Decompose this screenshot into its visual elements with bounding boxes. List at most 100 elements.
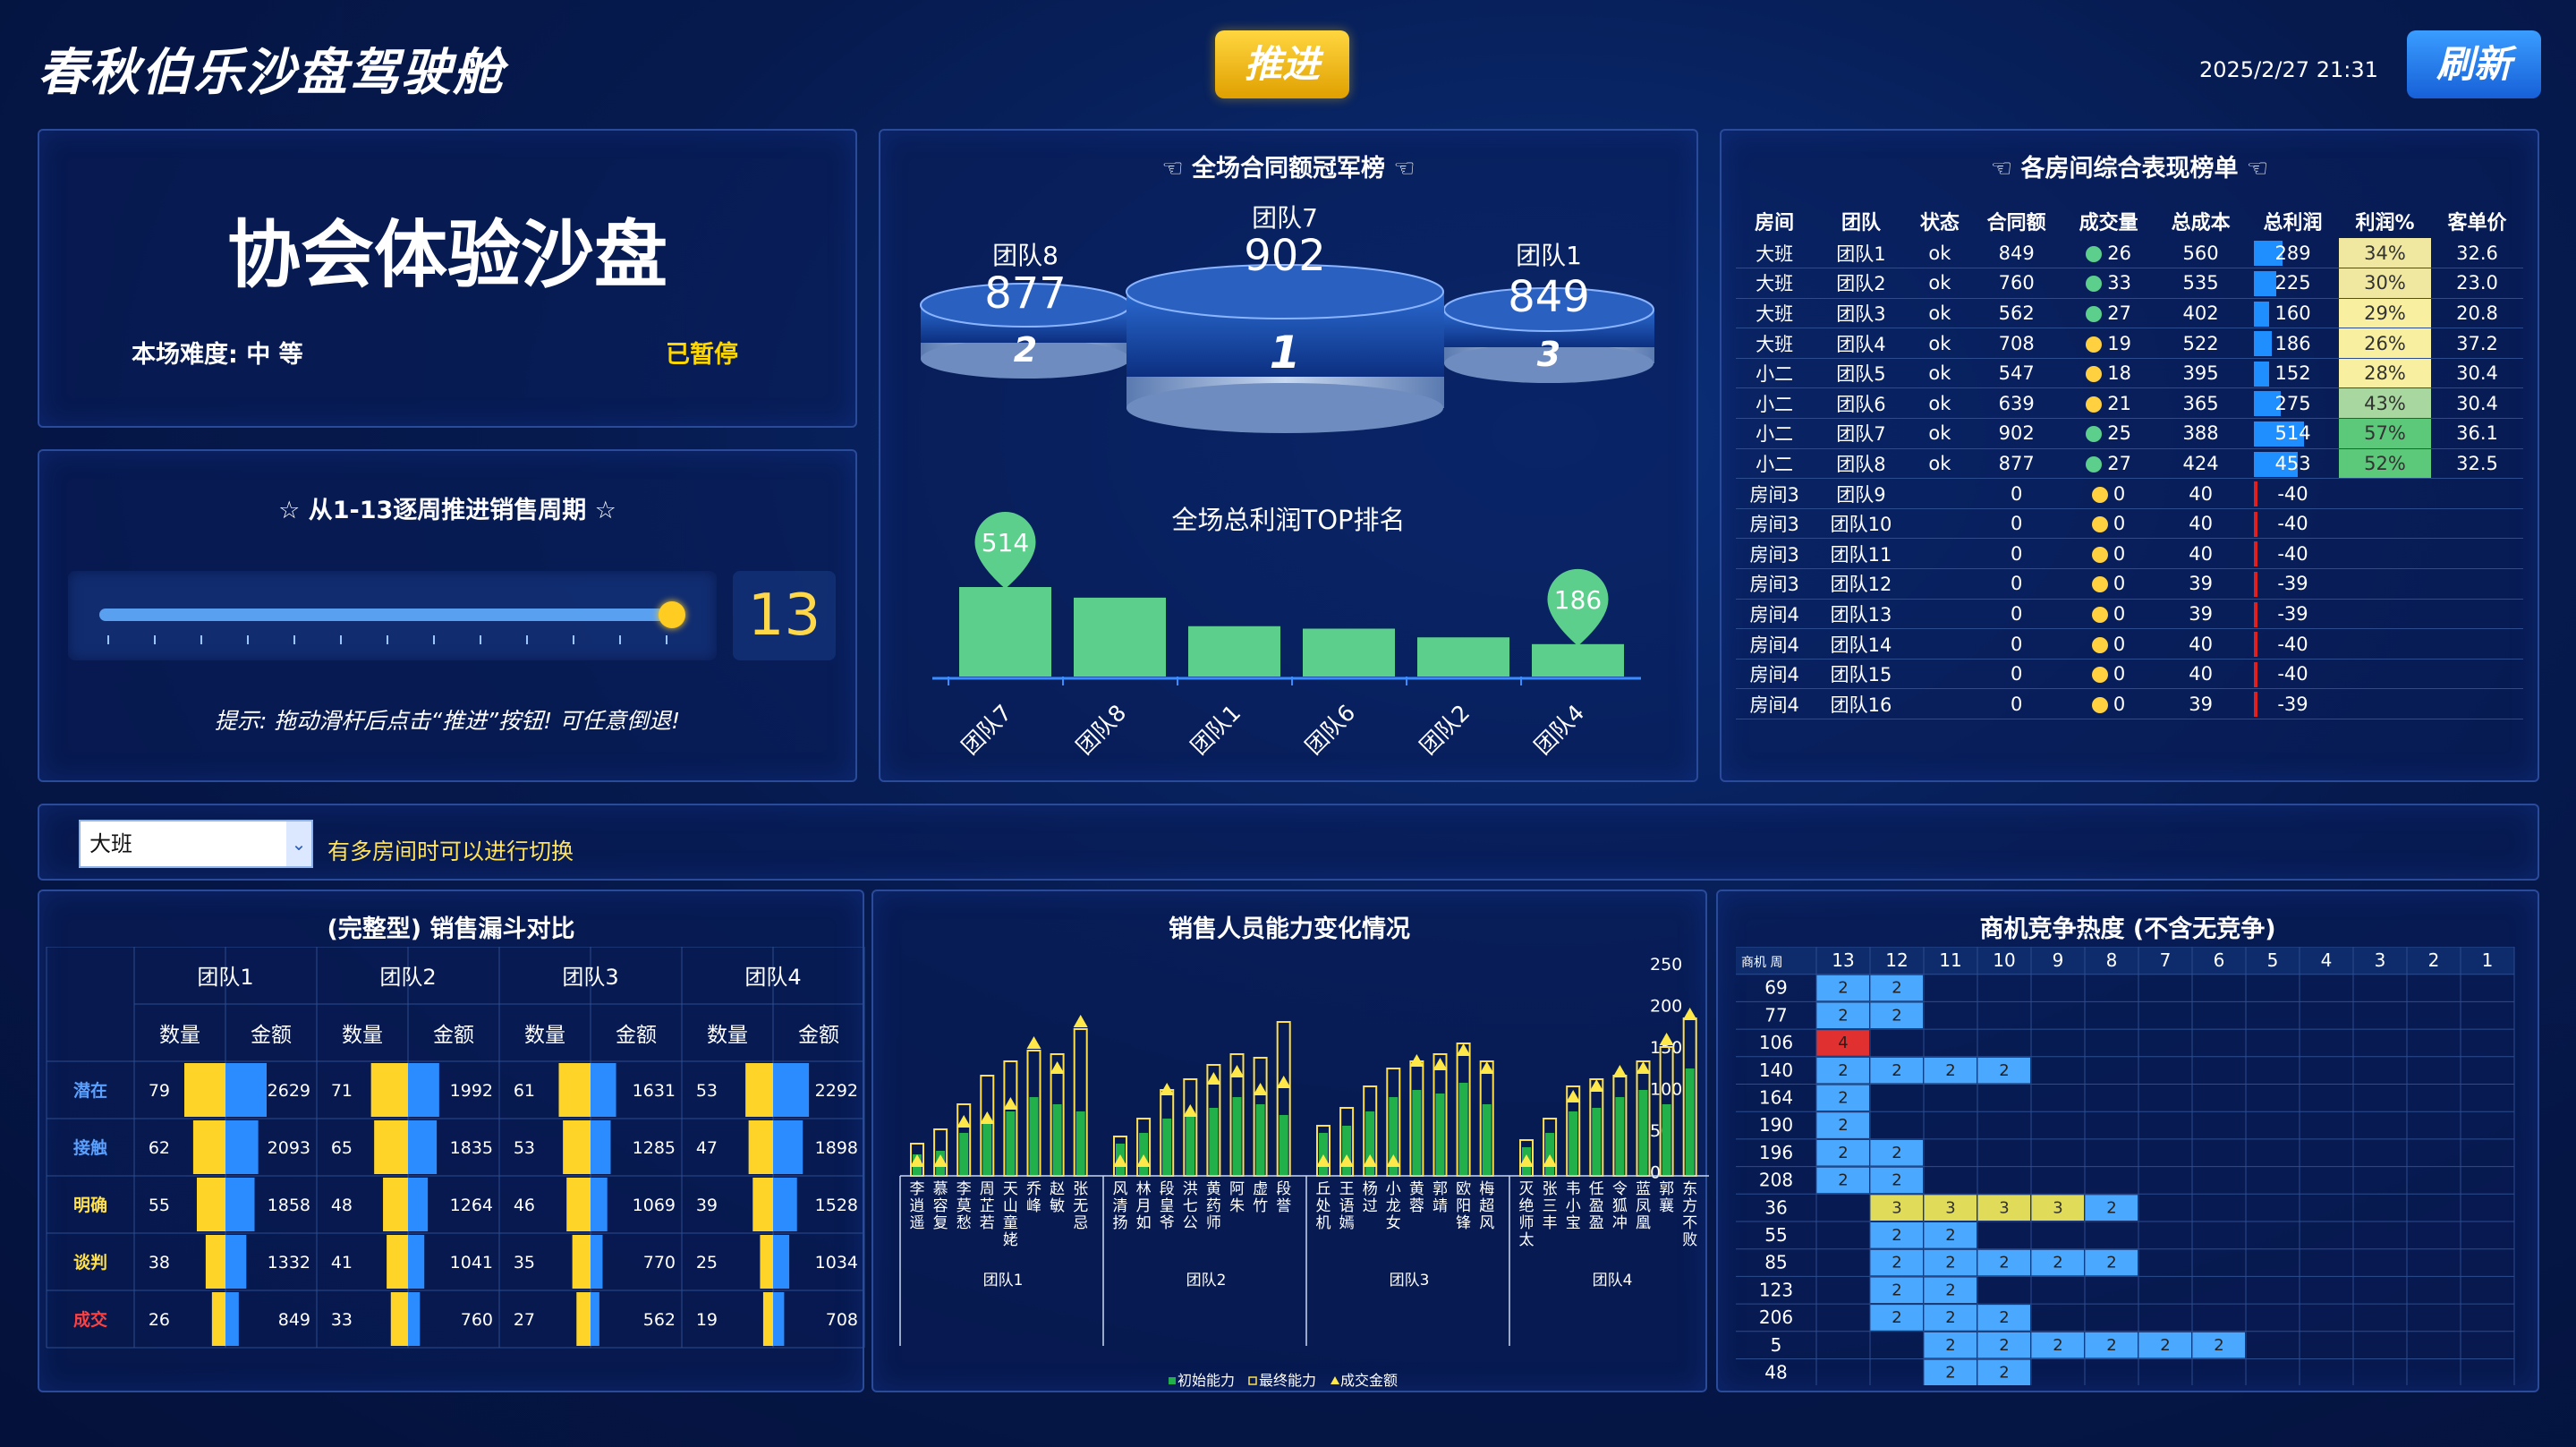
funnel-amount-value: 2629 [268,1081,310,1101]
funnel-amount-bar [773,1235,790,1289]
ability-init-bar [1458,1083,1468,1176]
table-row: 房间4 团队14 0 0 40 -40 [1736,628,2523,660]
ability-ytick: 100 [1650,1080,1682,1100]
rank-cell [2431,538,2523,570]
ability-person-char: 林 [1136,1180,1152,1198]
rank-cell: 团队1 [1813,238,1909,269]
ability-init-bar [1615,1097,1625,1176]
profit-chart-title: 全场总利润TOP排名 [1171,505,1406,535]
funnel-amount-value: 1069 [633,1196,676,1215]
rank-cell: 225 [2247,268,2339,299]
funnel-count-value: 27 [514,1310,535,1330]
rank-cell: ok [1909,268,1971,299]
ability-init-bar [1209,1108,1219,1176]
heat-cell-value: 2 [2160,1336,2170,1355]
funnel-stage-label: 成交 [73,1309,107,1330]
slider-track[interactable] [99,609,672,621]
funnel-count-value: 33 [331,1310,353,1330]
heat-row-id: 190 [1759,1114,1793,1136]
table-row: 房间4 团队16 0 0 39 -39 [1736,688,2523,719]
podium-second: 2 [920,283,1131,379]
rank-cell: 0 [1970,568,2063,600]
volume-dot-icon [2086,426,2103,443]
heat-cell-value: 2 [2053,1336,2062,1355]
profit-bar [2254,421,2305,447]
rank-cell: 房间3 [1736,538,1814,570]
ability-deal-marker [1566,1090,1581,1102]
profit-bar [959,587,1051,677]
heat-cell-value: 2 [1838,1144,1848,1162]
rank-cell [2339,538,2431,570]
funnel-count-bar [184,1063,225,1117]
rank-cell: 28% [2339,358,2431,389]
ability-ytick: 250 [1650,955,1682,975]
funnel-amount-bar [591,1292,599,1346]
heat-row-id: 69 [1764,977,1787,999]
profit-bar [2254,511,2258,537]
ability-person-char: 山 [1003,1197,1018,1215]
ability-deal-marker [1113,1154,1127,1167]
podium-second-rank: 2 [1014,330,1037,370]
rank-cell [1909,478,1971,509]
rank-cell: 30.4 [2431,387,2523,420]
funnel-amount-value: 562 [643,1310,676,1330]
rank-cell [2431,688,2523,719]
volume-dot-icon [2086,305,2103,322]
funnel-panel: (完整型) 销售漏斗对比 团队1 数量 金额 团队2 数量 金额 团队3 数量 金额 团队4 数量 金… [38,889,865,1392]
ability-person-char: 东 [1682,1180,1697,1198]
rank-cell [2339,688,2431,719]
podium-first-value: 902 [1244,231,1326,281]
ability-person-char: 忌 [1073,1214,1088,1232]
ability-init-bar [1389,1097,1399,1176]
funnel-count-bar [192,1120,225,1174]
heat-cell [1870,1195,1923,1221]
ability-deal-marker [1206,1072,1221,1085]
funnel-count-value: 53 [696,1081,718,1101]
ability-person-char: 处 [1316,1197,1331,1215]
funnel-stage-label: 明确 [73,1195,107,1215]
ability-person-char: 任 [1589,1180,1604,1198]
legend-init-swatch [1169,1377,1176,1384]
heat-cell [2138,1332,2191,1358]
rank-cell [1909,508,1971,540]
ability-person-char: 清 [1113,1197,1128,1215]
ability-deal-marker [1276,1076,1291,1088]
chevron-down-icon[interactable]: ⌄ [286,821,311,866]
profit-label: 团队7 [956,700,1016,760]
funnel-amount-value: 770 [643,1253,676,1273]
funnel-count-value: 47 [696,1138,718,1158]
rank-cell: 团队6 [1813,387,1909,420]
ability-person-char: 方 [1682,1197,1697,1215]
rank-cell: 25 [2062,418,2155,449]
ability-person-char: 小 [1566,1197,1581,1215]
week-slider[interactable] [68,571,717,660]
rank-cell: 37.2 [2431,328,2523,359]
heat-week-header: 12 [1885,949,1908,971]
ability-deal-marker [1183,1104,1198,1117]
room-select[interactable]: 大班 ⌄ [79,820,313,868]
funnel-count-value: 65 [331,1138,353,1158]
profit-bar [2254,541,2258,567]
rank-cell: 40 [2155,628,2248,660]
rank-cell: 34% [2339,238,2431,269]
volume-dot-icon [2091,667,2108,684]
funnel-stage-label: 谈判 [73,1252,107,1273]
funnel-count-value: 53 [514,1138,535,1158]
refresh-button[interactable]: 刷新 [2407,30,2541,98]
funnel-amount-header: 金额 [616,1024,657,1047]
ability-group-label: 团队3 [1390,1272,1430,1290]
heat-cell-value: 2 [1838,1006,1848,1025]
datetime: 2025/2/27 21:31 [2199,57,2378,82]
heat-cell-value: 3 [1892,1198,1901,1217]
ability-person-char: 若 [980,1214,995,1232]
ability-deal-marker [1363,1154,1378,1167]
heat-cell-value: 2 [1945,1308,1955,1327]
funnel-count-value: 55 [149,1196,170,1215]
push-button[interactable]: 推进 [1215,30,1349,98]
rank-cell: 0 [1970,688,2063,719]
rank-cell: 团队4 [1813,328,1909,359]
funnel-amount-value: 1858 [268,1196,310,1215]
ability-person-char: 女 [1386,1214,1401,1232]
slider-knob[interactable] [659,601,685,628]
rank-cell: 房间4 [1736,688,1814,719]
